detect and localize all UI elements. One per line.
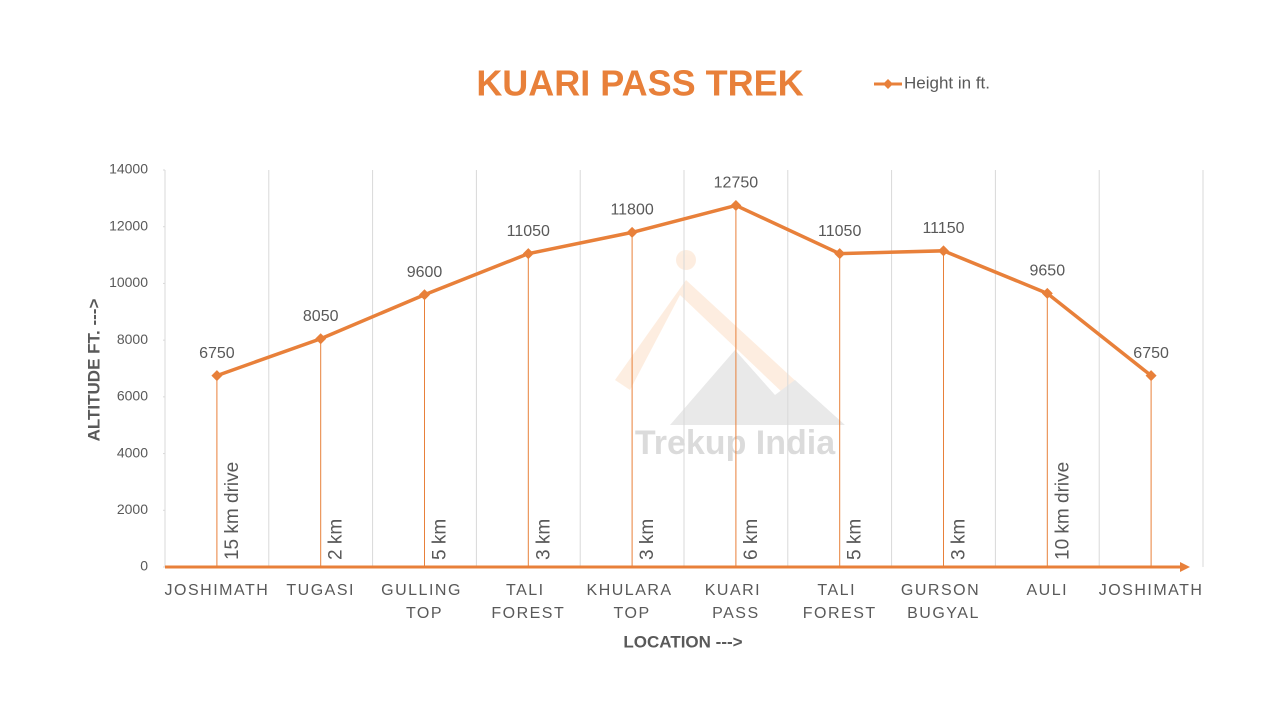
data-label: 12750 — [714, 175, 759, 192]
x-tick-label: GURSON BUGYAL — [901, 582, 986, 622]
segment-label: 5 km — [845, 519, 866, 560]
data-label: 6750 — [199, 345, 235, 362]
x-tick-label: AULI — [1027, 582, 1069, 599]
x-tick-label: TALI FOREST — [491, 582, 565, 622]
data-point — [834, 248, 846, 260]
legend-marker — [883, 79, 893, 89]
data-point — [315, 333, 327, 345]
x-tick-label: JOSHIMATH — [1099, 582, 1204, 599]
y-tick-label: 14000 — [109, 161, 148, 177]
data-label: 9600 — [407, 264, 443, 281]
segment-label: 6 km — [741, 519, 762, 560]
x-tick-label: JOSHIMATH — [165, 582, 270, 599]
y-tick-label: 10000 — [109, 274, 148, 290]
watermark-logo — [615, 250, 845, 425]
segment-label: 2 km — [326, 519, 347, 560]
segment-label: 5 km — [430, 519, 451, 560]
data-label: 11150 — [922, 220, 964, 237]
data-point — [626, 226, 638, 238]
data-label: 8050 — [303, 308, 339, 325]
data-line — [216, 203, 1153, 378]
data-label: 11050 — [818, 223, 861, 240]
data-label: 11800 — [610, 202, 653, 219]
segment-label: 3 km — [637, 519, 658, 560]
data-point — [938, 245, 949, 257]
y-tick-label: 12000 — [109, 217, 148, 233]
segment-label: 10 km drive — [1052, 462, 1073, 560]
x-tick-label: TALI FOREST — [803, 582, 877, 622]
y-tick-label: 4000 — [117, 444, 148, 460]
data-point — [1145, 370, 1157, 382]
x-tick-label: KHULARA TOP — [587, 582, 678, 622]
y-tick-label: 2000 — [117, 501, 148, 517]
data-label: 9650 — [1030, 263, 1066, 280]
y-axis-title: ALTITUDE FT. ---> — [84, 299, 103, 442]
data-point — [730, 199, 742, 211]
data-point — [419, 289, 430, 301]
segment-label: 3 km — [533, 519, 554, 560]
y-tick-label: 6000 — [117, 388, 148, 404]
x-tick-label: TUGASI — [286, 582, 355, 599]
data-point — [211, 370, 223, 382]
y-tick-label: 8000 — [117, 331, 148, 347]
data-label: 11050 — [507, 223, 550, 240]
x-tick-label: GULLING TOP — [381, 582, 468, 622]
segment-label: 3 km — [949, 519, 970, 560]
legend-label: Height in ft. — [904, 73, 990, 92]
x-tick-label: KUARI PASS — [705, 582, 767, 622]
data-point — [1041, 287, 1053, 299]
x-axis-arrow — [1180, 562, 1190, 572]
segment-label: 15 km drive — [222, 462, 243, 560]
data-label: 6750 — [1133, 345, 1169, 362]
chart-title: KUARI PASS TREK — [476, 63, 803, 104]
y-tick-label: 0 — [140, 558, 148, 574]
data-point — [522, 248, 534, 260]
x-axis-title: LOCATION ---> — [623, 632, 742, 651]
